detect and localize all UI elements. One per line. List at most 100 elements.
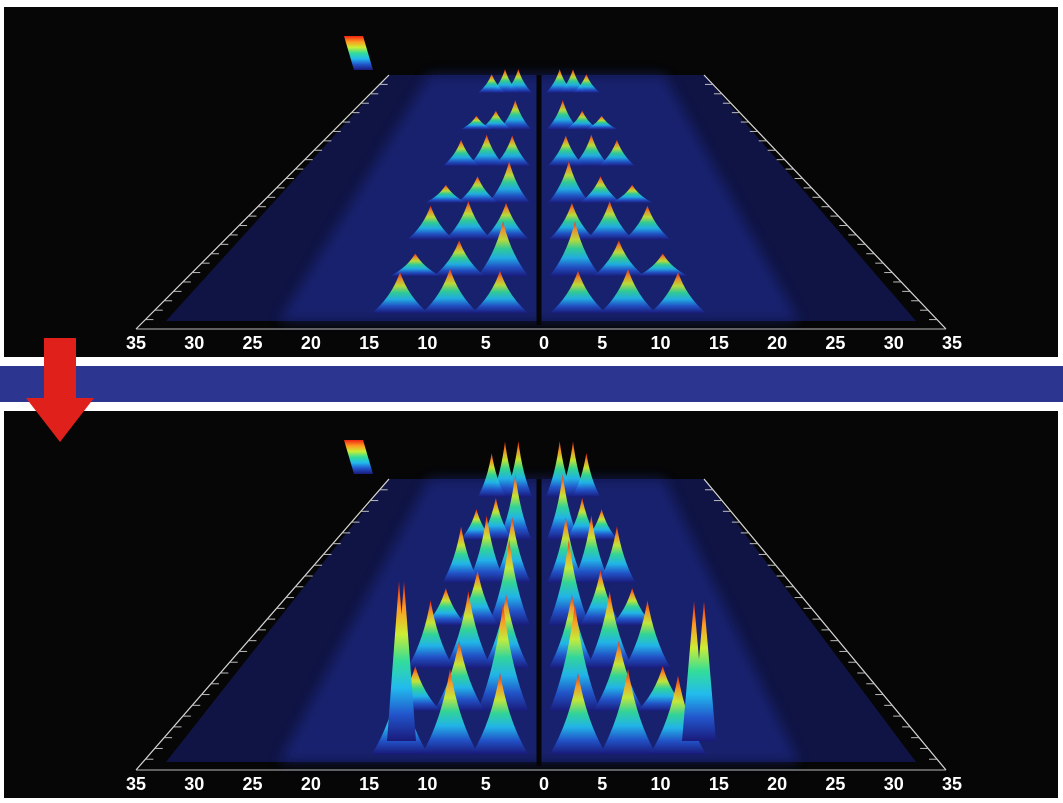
surface-peak: [482, 202, 530, 240]
surface-peak: [550, 270, 606, 313]
x-tick-label: 35: [126, 774, 146, 794]
surface-peak: [600, 668, 656, 754]
x-tick-label: 15: [709, 774, 729, 794]
surface-peak: [488, 161, 531, 203]
x-tick-label: 30: [184, 774, 204, 794]
surface-peak: [593, 240, 645, 277]
surface-peak: [572, 453, 601, 497]
surface-peak: [477, 453, 506, 497]
surface-peak: [547, 161, 590, 203]
surface-peak: [546, 99, 580, 130]
surface-peak: [493, 135, 531, 167]
surface-peak: [488, 539, 531, 626]
colorbar: [344, 440, 373, 474]
x-tick-label: 10: [651, 333, 671, 353]
surface-peak: [572, 134, 610, 167]
x-tick-label: 5: [597, 774, 607, 794]
arrow-down-icon: [24, 338, 96, 444]
x-tick-label: 30: [884, 333, 904, 353]
surface-spike: [692, 601, 716, 741]
surface-peak: [424, 184, 467, 203]
x-tick-label: 15: [359, 333, 379, 353]
x-tick-label: 5: [481, 333, 491, 353]
surface-plot-bottom-svg: 35 30 25 20 15 10 5 0 5 10 15 20 25 30 35: [126, 440, 962, 794]
x-tick-label: 20: [301, 774, 321, 794]
surface-spike: [387, 581, 411, 741]
x-tick-label: 30: [184, 333, 204, 353]
surface-peak: [550, 672, 606, 754]
surface-peak: [424, 588, 467, 626]
surface-peak: [477, 221, 529, 277]
surface-peak: [624, 205, 671, 240]
x-tick-label: 35: [942, 774, 962, 794]
surface-peak: [456, 176, 499, 203]
surface-peak: [598, 526, 636, 583]
surface-peak: [493, 516, 531, 583]
surface-plot-bottom: 35 30 25 20 15 10 5 0 5 10 15 20 25 30 35: [4, 411, 1058, 798]
surface-peak: [472, 672, 528, 754]
surface-peak: [548, 202, 596, 240]
surface-peak: [547, 539, 590, 626]
x-tick-label: 25: [825, 774, 845, 794]
x-tick-label: 20: [767, 774, 787, 794]
surface-peak: [498, 99, 532, 130]
surface-peak: [433, 240, 485, 277]
surface-peak: [547, 135, 585, 167]
perspective-grid: [135, 478, 947, 771]
surface-peak: [445, 591, 492, 669]
x-tick-label: 20: [301, 333, 321, 353]
surface-peak: [407, 205, 454, 240]
x-tick-label: 10: [651, 774, 671, 794]
perspective-grid: [135, 74, 947, 330]
surface-plot-top: 35 30 25 20 15 10 5 0 5 10 15 20 25 30 35: [4, 7, 1058, 357]
surface-peak: [611, 184, 654, 203]
surface-peak: [442, 526, 480, 583]
colorbar: [344, 36, 373, 70]
x-tick-label: 15: [709, 333, 729, 353]
x-tick-label: 0: [539, 333, 549, 353]
divider-band: [0, 366, 1063, 402]
surface-peak: [372, 272, 428, 313]
x-tick-label: 10: [417, 774, 437, 794]
surface-peaks: [372, 441, 716, 754]
x-tick-label: 35: [942, 333, 962, 353]
surface-peak: [585, 115, 618, 130]
surface-peak: [637, 253, 689, 277]
x-tick-label: 35: [126, 333, 146, 353]
x-tick-label: 5: [481, 774, 491, 794]
surface-peak: [650, 272, 706, 313]
x-tick-label: 15: [359, 774, 379, 794]
x-axis-ticks: 35 30 25 20 15 10 5 0 5 10 15 20 25 30 35: [126, 333, 962, 353]
surface-peak: [565, 110, 599, 130]
surface-peak: [549, 603, 601, 712]
surface-peak: [572, 74, 601, 93]
surface-peak: [586, 201, 633, 240]
surface-peak: [586, 591, 633, 669]
surface-peak: [477, 603, 529, 712]
surface-peak: [498, 474, 532, 540]
surface-peak: [624, 600, 671, 669]
surface-peak: [468, 134, 506, 167]
surface-peak: [407, 600, 454, 669]
x-tick-label: 10: [417, 333, 437, 353]
surface-peak: [572, 515, 610, 583]
surface-peak: [389, 253, 441, 277]
surface-peak: [422, 668, 478, 754]
x-tick-label: 25: [243, 333, 263, 353]
x-tick-label: 20: [767, 333, 787, 353]
surface-peaks: [372, 69, 706, 313]
surface-plot-top-svg: 35 30 25 20 15 10 5 0 5 10 15 20 25 30 35: [126, 36, 962, 353]
x-tick-label: 5: [597, 333, 607, 353]
surface-peak: [546, 474, 580, 540]
surface-peak: [598, 139, 636, 167]
surface-peak: [472, 270, 528, 313]
surface-peak: [479, 110, 513, 130]
x-axis-ticks: 35 30 25 20 15 10 5 0 5 10 15 20 25 30 35: [126, 774, 962, 794]
x-tick-label: 25: [825, 333, 845, 353]
surface-peak: [442, 139, 480, 167]
surface-peak: [549, 221, 601, 277]
surface-peak: [445, 201, 492, 240]
surface-peak: [477, 74, 506, 93]
x-tick-label: 0: [539, 774, 549, 794]
surface-peak: [468, 515, 506, 583]
